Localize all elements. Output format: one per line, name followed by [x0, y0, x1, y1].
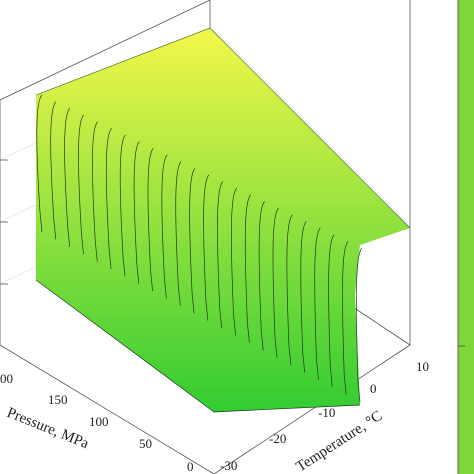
- surface-bottom-edge: [35, 279, 361, 413]
- surface-fill: [36, 28, 410, 412]
- pressure-slice-line: [231, 187, 238, 336]
- pressure-slice-line: [258, 201, 265, 351]
- pressure-tick-50: 50: [139, 436, 152, 451]
- pressure-slice-line: [328, 234, 335, 388]
- temperature-tick-10: 10: [416, 359, 429, 374]
- slice-lines: [35, 27, 411, 413]
- pressure-tick-0: 0: [187, 459, 194, 474]
- pressure-axis-label: Pressure, MPa: [5, 405, 92, 452]
- pressure-slice-line: [286, 214, 293, 366]
- pressure-slice-line: [133, 141, 140, 284]
- pressure-slice-line: [314, 227, 321, 380]
- surface: [36, 28, 410, 412]
- pressure-slice-line: [161, 154, 168, 299]
- pressure-tick-100: 100: [89, 414, 109, 429]
- pressure-slice-line: [78, 114, 84, 255]
- temperature-axis-label: Temperature, °C: [293, 408, 385, 474]
- pressure-slice-line: [36, 94, 43, 233]
- pressure-axis: 00 150 100 50 0 Pressure, MPa: [0, 371, 194, 474]
- pressure-slice-line: [119, 134, 126, 277]
- pressure-slice-line: [147, 147, 154, 292]
- pressure-slice-line: [105, 128, 112, 270]
- pressure-tick-150: 150: [48, 392, 68, 407]
- pressure-slice-line: [50, 101, 57, 240]
- pressure-slice-line: [300, 221, 307, 373]
- pressure-tick-200: 00: [0, 371, 13, 386]
- pressure-slice-line: [356, 247, 363, 403]
- pressure-slice-line: [64, 108, 71, 247]
- back-edge-left: [0, 0, 211, 101]
- temperature-tick-minus20: -20: [269, 431, 286, 446]
- pressure-slice-line: [342, 241, 349, 395]
- bottom-edge-left: [0, 344, 215, 474]
- pressure-slice-line: [244, 194, 251, 343]
- surface-top-edge: [35, 27, 411, 229]
- temperature-tick-minus30: -30: [220, 458, 237, 473]
- temperature-tick-minus10: -10: [318, 405, 335, 420]
- pressure-slice-line: [189, 167, 196, 314]
- pressure-slice-line: [217, 181, 224, 329]
- temperature-tick-0: 0: [370, 381, 377, 396]
- pressure-slice-line: [203, 174, 210, 321]
- colorbar: [458, 0, 474, 474]
- bottom-edge-right: [213, 344, 411, 474]
- pressure-slice-line: [92, 121, 98, 262]
- pressure-slice-line: [175, 161, 182, 306]
- pressure-slice-line: [272, 207, 279, 358]
